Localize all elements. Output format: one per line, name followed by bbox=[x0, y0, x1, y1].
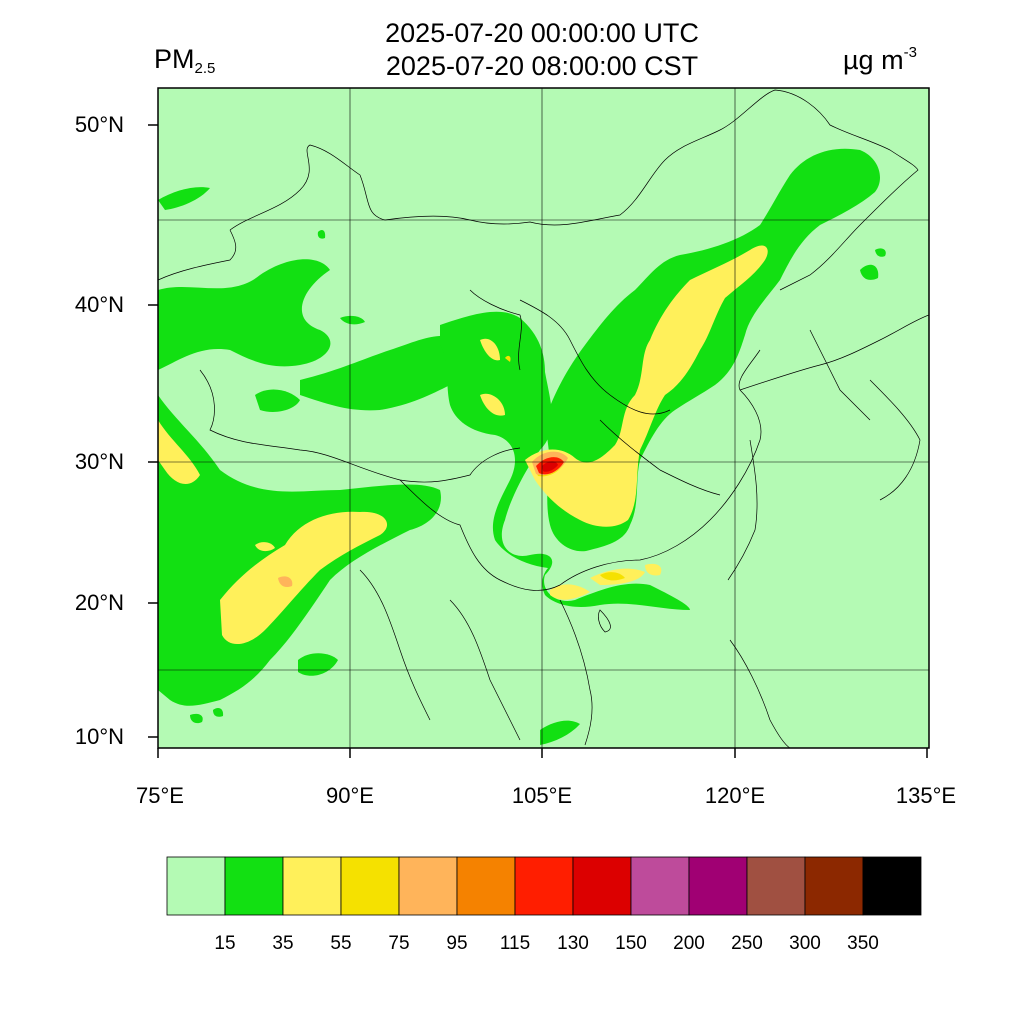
lat-label-50: 50°N bbox=[74, 112, 124, 137]
lat-label-40: 40°N bbox=[74, 292, 124, 317]
colorbar-label-6: 130 bbox=[557, 933, 589, 954]
colorbar-label-3: 75 bbox=[388, 933, 410, 954]
lat-label-10: 10°N bbox=[74, 724, 124, 749]
colorbar-swatch-0 bbox=[166, 856, 226, 916]
colorbar bbox=[166, 856, 922, 916]
colorbar-label-11: 350 bbox=[847, 933, 879, 954]
lon-label-90: 90°E bbox=[326, 783, 374, 808]
colorbar-label-7: 150 bbox=[615, 933, 647, 954]
lat-label-20: 20°N bbox=[74, 590, 124, 615]
colorbar-label-5: 115 bbox=[499, 933, 531, 954]
pm25-band-115-150 bbox=[536, 457, 564, 475]
unit-sup: -3 bbox=[903, 44, 917, 61]
map-area bbox=[158, 88, 929, 748]
colorbar-swatch-3 bbox=[340, 856, 400, 916]
colorbar-swatch-1 bbox=[224, 856, 284, 916]
lat-label-30: 30°N bbox=[74, 449, 124, 474]
colorbar-swatch-2 bbox=[282, 856, 342, 916]
colorbar-swatch-11 bbox=[804, 856, 864, 916]
graticule bbox=[158, 88, 929, 748]
colorbar-swatch-4 bbox=[398, 856, 458, 916]
colorbar-swatch-12 bbox=[862, 856, 922, 916]
colorbar-label-1: 35 bbox=[272, 933, 294, 954]
lon-label-120: 120°E bbox=[704, 783, 766, 808]
axis-ticks bbox=[148, 124, 928, 758]
colorbar-swatch-5 bbox=[456, 856, 516, 916]
unit-label: µg m-3 bbox=[843, 44, 917, 76]
colorbar-swatch-6 bbox=[514, 856, 574, 916]
colorbar-label-9: 250 bbox=[731, 933, 763, 954]
colorbar-label-4: 95 bbox=[446, 933, 468, 954]
colorbar-swatch-8 bbox=[630, 856, 690, 916]
lon-label-75: 75°E bbox=[136, 783, 184, 808]
colorbar-swatch-9 bbox=[688, 856, 748, 916]
colorbar-label-2: 55 bbox=[330, 933, 352, 954]
title-cst: 2025-07-20 08:00:00 CST bbox=[385, 51, 699, 81]
variable-main: PM bbox=[154, 44, 195, 74]
variable-label: PM2.5 bbox=[154, 44, 215, 77]
variable-sub: 2.5 bbox=[194, 60, 216, 77]
map-frame bbox=[157, 87, 930, 749]
unit-main: µg m bbox=[843, 45, 904, 75]
pm25-band-35-55 bbox=[158, 245, 768, 645]
colorbar-swatch-10 bbox=[746, 856, 806, 916]
colorbar-swatch-7 bbox=[572, 856, 632, 916]
boundaries bbox=[158, 89, 929, 748]
colorbar-label-8: 200 bbox=[673, 933, 705, 954]
title-utc: 2025-07-20 00:00:00 UTC bbox=[385, 18, 699, 48]
lon-label-135: 135°E bbox=[895, 783, 957, 808]
colorbar-label-0: 15 bbox=[214, 933, 236, 954]
colorbar-label-10: 300 bbox=[789, 933, 821, 954]
lon-label-105: 105°E bbox=[511, 783, 573, 808]
